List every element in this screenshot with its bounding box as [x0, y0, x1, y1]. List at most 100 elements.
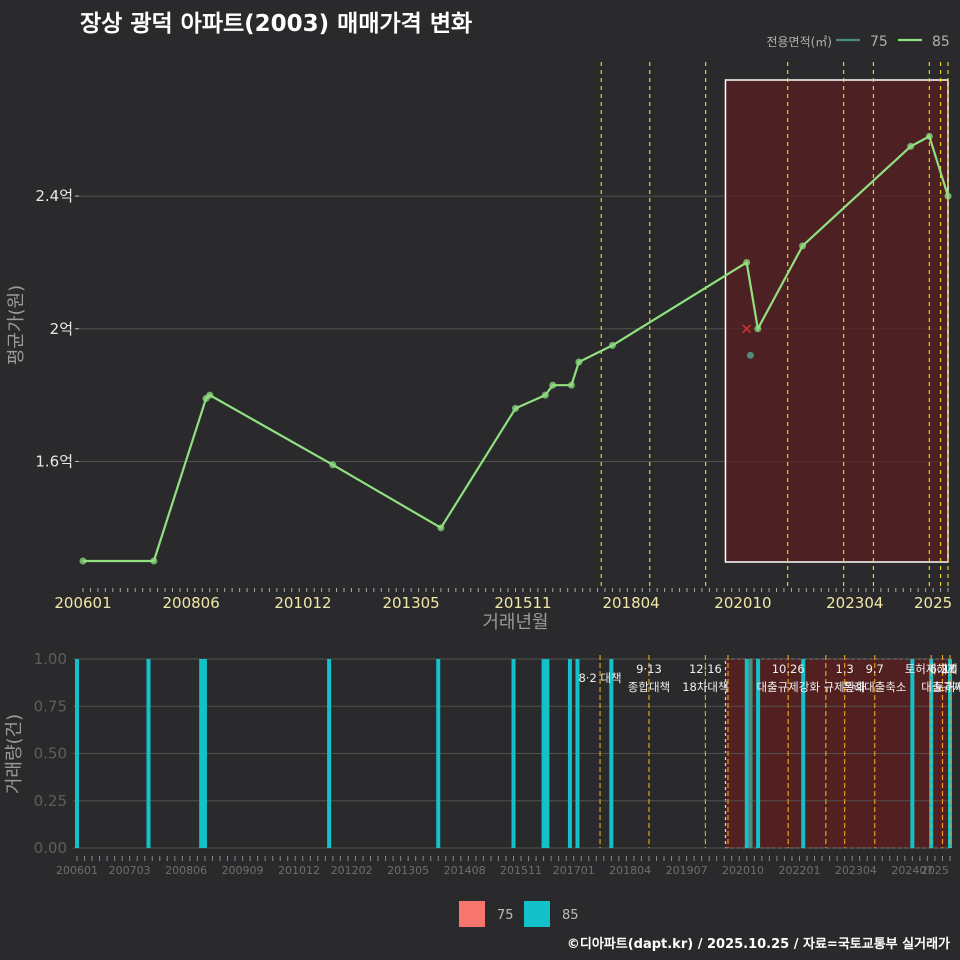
policy-annotation: 1.3 [835, 662, 853, 676]
bar-x-tick-label: 200601 [56, 864, 98, 877]
bar-85 [75, 659, 79, 848]
policy-annotation: 10.26 [772, 662, 805, 676]
x-tick-label: 201305 [382, 594, 439, 612]
policy-annotation: 12·16 [689, 662, 722, 676]
series-85-point [907, 142, 915, 150]
bar-y-axis-title: 거래량(건) [4, 714, 25, 794]
series-85-point [549, 381, 557, 389]
bar-y-tick-label: 0.50 [34, 745, 67, 763]
bar-x-tick-label: 201202 [331, 864, 373, 877]
series-85-point [754, 325, 762, 333]
bar-85 [146, 659, 151, 848]
bar-x-tick-label: 2025 [921, 864, 949, 877]
bar-75 [748, 659, 753, 848]
x-tick-label: 201012 [274, 594, 331, 612]
policy-annotation: 토허제 [934, 680, 960, 694]
bar-x-tick-label: 201907 [666, 864, 708, 877]
series-85-point [925, 132, 933, 140]
bar-85 [910, 659, 915, 848]
x-tick-label: 201511 [494, 594, 551, 612]
bar-85 [436, 659, 441, 848]
y-tick-label: 2억 [50, 320, 73, 338]
bar-x-tick-label: 201012 [278, 864, 320, 877]
series-85-point [79, 557, 87, 565]
series-75-point [746, 351, 754, 359]
series-85-point [608, 341, 616, 349]
x-minor-ticks [82, 588, 949, 592]
bar-x-tick-label: 201408 [444, 864, 486, 877]
policy-annotation: 특례대출축소 [843, 680, 906, 694]
series-85-point [567, 381, 575, 389]
policy-annotation: 규제완화 [823, 680, 866, 694]
policy-annotation: 종합대책 [628, 680, 670, 694]
bar-85 [541, 659, 546, 848]
bar-85 [327, 659, 332, 848]
policy-annotation: 8·2 대책 [578, 671, 621, 685]
bar-x-tick-label: 200703 [109, 864, 151, 877]
x-tick-label: 202010 [714, 594, 771, 612]
policy-annotation: 대출규제강화 [756, 680, 820, 694]
x-tick-label: 2025 [914, 594, 952, 612]
y-axis-title: 평균가(원) [6, 285, 27, 365]
series-85-point [541, 391, 549, 399]
bar-legend-key-75 [459, 901, 485, 927]
bar-x-tick-label: 202010 [722, 864, 764, 877]
series-85-point [743, 258, 751, 266]
source-footer: ©디아파트(dapt.kr) / 2025.10.25 / 자료=국토교통부 실… [566, 937, 950, 952]
x-tick-label: 200806 [162, 594, 219, 612]
bar-85 [511, 659, 516, 848]
bar-x-tick-label: 201701 [553, 864, 595, 877]
policy-annotation: 토허제해제 [905, 662, 958, 676]
bar-85 [199, 659, 204, 848]
bar-y-tick-label: 0.25 [34, 792, 67, 810]
bar-85 [202, 659, 207, 848]
policy-annotation: 9·13 [636, 662, 662, 676]
bar-y-tick-label: 1.00 [34, 650, 67, 668]
bar-x-tick-label: 201305 [387, 864, 429, 877]
x-tick-label: 200601 [54, 594, 111, 612]
policy-annotation: 9.7 [866, 662, 884, 676]
bar-legend-label-85: 85 [562, 908, 579, 923]
x-axis-title: 거래년월 [482, 612, 548, 633]
series-85-point [575, 358, 583, 366]
bar-85 [756, 659, 761, 848]
series-85-point [206, 391, 214, 399]
legend-label-75: 75 [870, 34, 888, 50]
series-85-point [944, 192, 952, 200]
y-tick-label: 2.4억 [35, 187, 73, 205]
bar-85 [801, 659, 806, 848]
bar-85 [609, 659, 614, 848]
x-tick-label: 201804 [602, 594, 659, 612]
chart-title: 장상 광덕 아파트(2003) 매매가격 변화 [80, 11, 473, 37]
bar-x-tick-label: 200909 [222, 864, 264, 877]
bar-y-tick-label: 0.75 [34, 697, 67, 715]
bar-x-tick-label: 202304 [835, 864, 877, 877]
series-85-point [437, 524, 445, 532]
series-85-point [329, 461, 337, 469]
bar-x-tick-label: 201804 [609, 864, 651, 877]
policy-annotation: 6.27 [930, 662, 956, 676]
marker-x [742, 324, 752, 334]
series-85-point [799, 242, 807, 250]
bar-x-tick-label: 202201 [778, 864, 820, 877]
policy-annotation: 대출규제 [921, 680, 960, 694]
legend-title: 전용면적(㎡) [766, 35, 832, 49]
series-85-point [150, 557, 158, 565]
bar-85 [575, 659, 580, 848]
bar-legend-label-75: 75 [497, 908, 514, 923]
highlight-range [724, 79, 949, 563]
bar-85 [567, 659, 572, 848]
bar-85 [545, 659, 550, 848]
y-tick-label: 1.6억 [35, 452, 73, 470]
policy-annotation: 10 [943, 662, 958, 676]
series-85-point [512, 404, 519, 412]
bar-85 [744, 659, 749, 848]
bar-x-tick-label: 201511 [500, 864, 542, 877]
x-tick-label: 202304 [826, 594, 883, 612]
bar-legend-key-85 [524, 901, 550, 927]
bar-x-tick-label: 200806 [165, 864, 207, 877]
bar-x-minor-ticks [76, 856, 951, 861]
policy-annotation: 18차대책 [682, 680, 728, 694]
